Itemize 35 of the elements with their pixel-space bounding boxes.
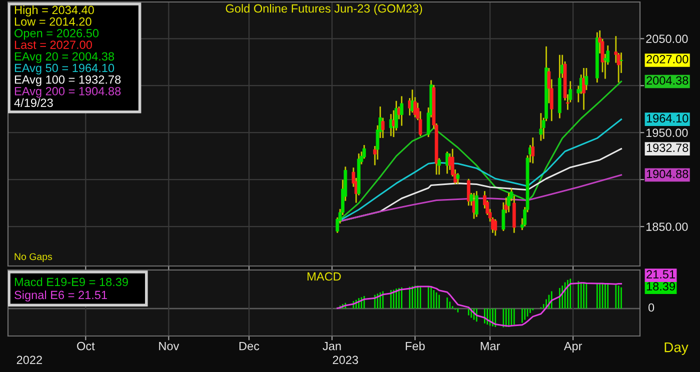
x-tick-label: Dec (239, 342, 260, 350)
chart-title: MACD (308, 272, 341, 281)
y-tick-label: 2050.00 (646, 34, 688, 44)
annotation: Last = 2027.00 (14, 40, 92, 49)
ref-line-label: 0 (648, 303, 654, 312)
annotation: 18.39 (646, 282, 675, 291)
annotation: 1964.10 (646, 114, 688, 123)
x2-tick-label: 2023 (332, 356, 358, 364)
annotation: 2004.38 (646, 76, 688, 85)
annotation: Macd E19-E9 = 18.39 (14, 277, 128, 286)
annotation: 4/19/23 (14, 98, 53, 107)
x-tick-label: Apr (564, 342, 582, 353)
y-tick-label: 1950.00 (646, 128, 688, 137)
annotation: Open = 2026.50 (14, 29, 99, 40)
x-tick-label: Nov (159, 342, 180, 350)
annotation: Signal E6 = 21.51 (14, 290, 107, 302)
x-tick-label: Jan (322, 342, 341, 350)
annotation: 1932.78 (646, 144, 688, 152)
annotation: EAvg 50 = 1964.10 (14, 64, 114, 75)
annotation: 21.51 (646, 270, 675, 279)
chart-title: Gold Online Futures Jun-23 (GOM23) (226, 4, 422, 15)
y-tick-label: 1850.00 (646, 222, 688, 231)
text: Day (664, 342, 688, 355)
annotation: 2027.00 (646, 55, 688, 64)
annotation: 1904.88 (646, 170, 688, 178)
annotation: EAvg 100 = 1932.78 (14, 75, 121, 86)
x2-tick-label: 2022 (16, 356, 42, 364)
x-tick-label: Feb (406, 342, 425, 350)
x-tick-label: Mar (480, 342, 500, 350)
x-tick-label: Oct (77, 342, 95, 350)
annotation: Low = 2014.20 (14, 17, 92, 26)
annotation: High = 2034.40 (14, 6, 94, 16)
annotation: EAvg 200 = 1904.88 (14, 87, 121, 98)
annotation: No Gaps (14, 253, 52, 262)
annotation: EAvg 20 = 2004.38 (14, 52, 114, 63)
